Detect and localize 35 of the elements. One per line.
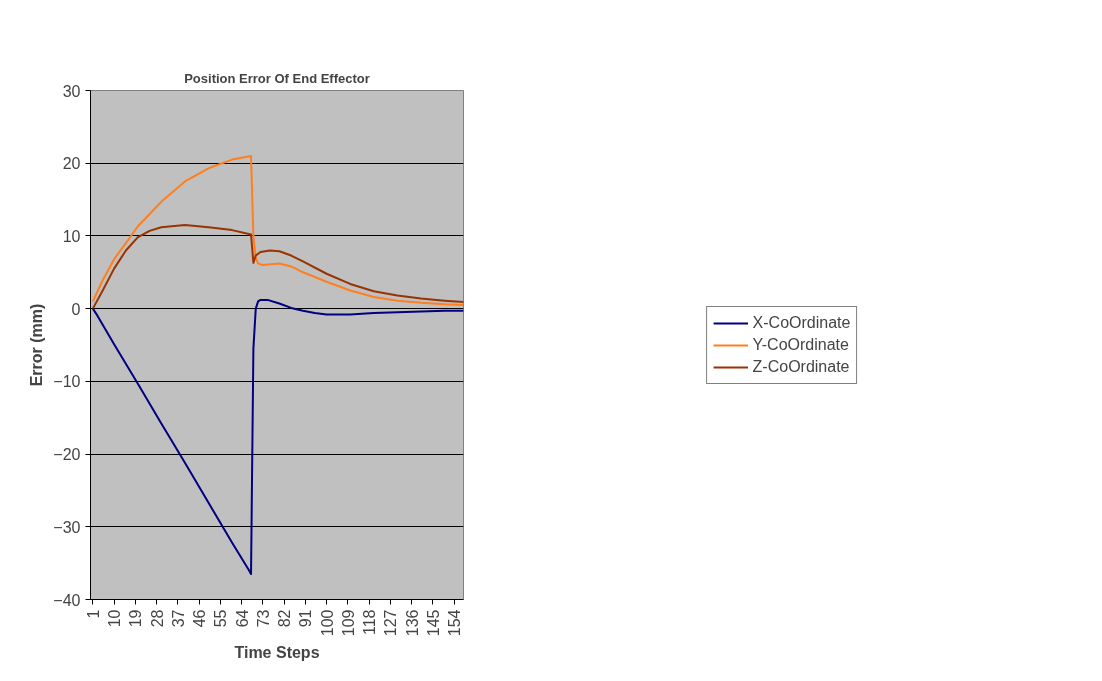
line-series: [91, 224, 464, 310]
y-tick-label: 30: [62, 82, 81, 100]
x-tick-label: 46: [191, 609, 209, 628]
x-axis-title: Time Steps: [234, 644, 320, 662]
line-series: [91, 154, 464, 307]
y-tick-label: −30: [53, 518, 81, 536]
y-tick-label: −40: [53, 591, 81, 609]
x-tick-label: 109: [339, 609, 357, 637]
x-tick-label: 100: [318, 609, 336, 637]
x-tick-label: 28: [148, 609, 166, 628]
x-tick-label: 55: [212, 609, 230, 628]
legend-label: X-CoOrdinate: [752, 313, 851, 332]
x-tick-label: 82: [276, 609, 294, 628]
x-tick-label: 154: [446, 609, 464, 637]
x-tick-label: 10: [106, 609, 124, 628]
x-tick-label: 118: [361, 609, 379, 636]
y-tick-label: 20: [62, 155, 81, 173]
chart-title: Position Error Of End Effector: [184, 70, 370, 86]
x-tick-label: 91: [297, 609, 315, 628]
x-tick-label: 1: [84, 609, 102, 619]
x-tick-label: 64: [233, 609, 251, 628]
x-tick-label: 19: [127, 609, 145, 628]
x-tick-label: 145: [424, 609, 442, 637]
line-series: [91, 298, 464, 576]
y-tick-label: −10: [53, 373, 81, 391]
x-tick-label: 37: [169, 609, 187, 628]
x-tick-label: 136: [403, 609, 421, 637]
legend-label: Z-CoOrdinate: [752, 357, 850, 376]
legend-label: Y-CoOrdinate: [752, 335, 849, 354]
y-tick-label: 0: [71, 300, 81, 318]
x-tick-label: 73: [254, 609, 272, 628]
y-tick-label: 10: [62, 227, 81, 245]
x-tick-label: 127: [382, 609, 400, 637]
y-axis-title: Error (mm): [28, 303, 46, 387]
y-tick-label: −20: [53, 446, 81, 464]
